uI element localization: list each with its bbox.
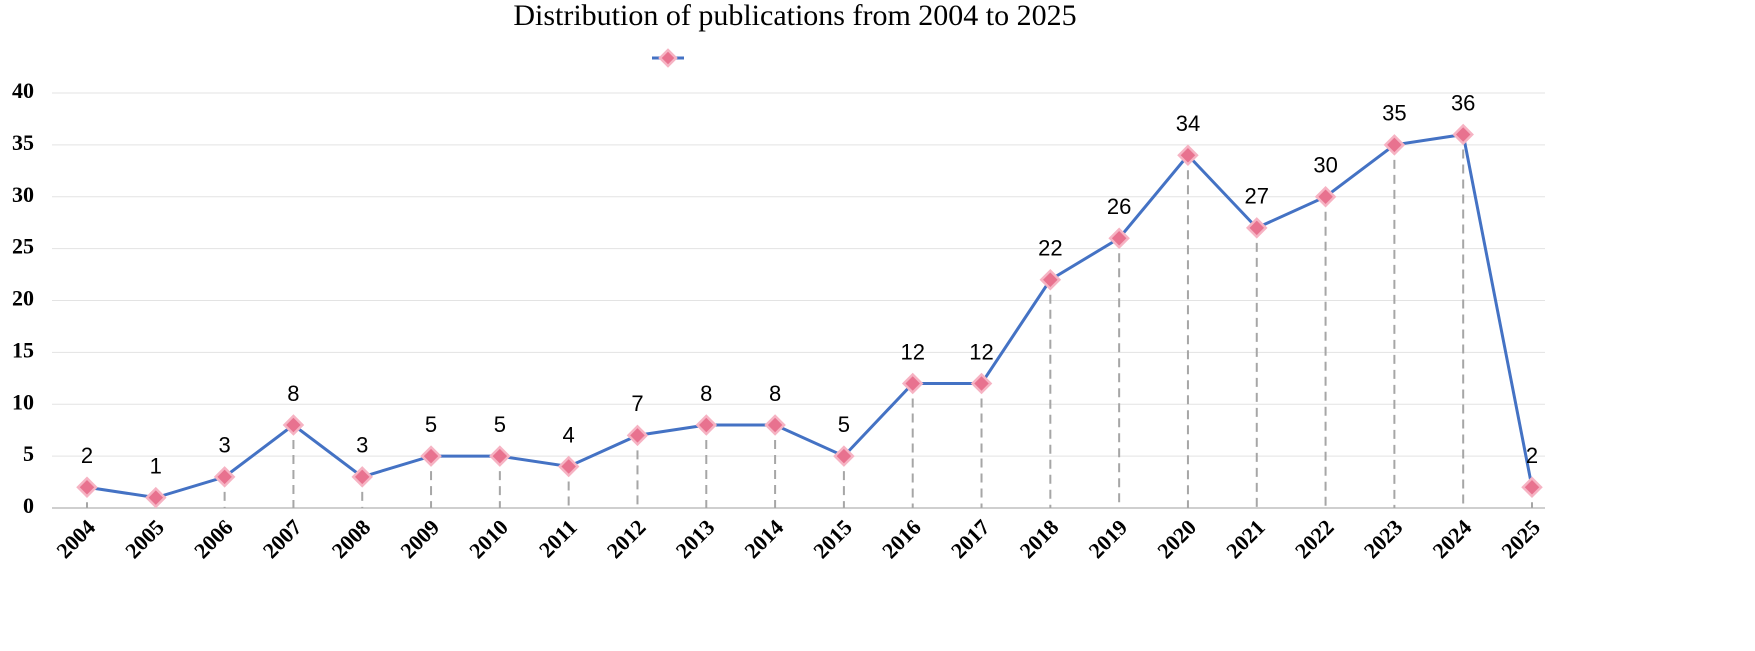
x-tick-label: 2007 [258, 514, 307, 563]
data-label: 12 [969, 339, 993, 364]
chart-title: Distribution of publications from 2004 t… [513, 0, 1076, 32]
x-tick-label: 2019 [1083, 514, 1132, 563]
data-label: 22 [1038, 236, 1062, 261]
marker [1039, 268, 1062, 291]
data-label: 8 [769, 381, 781, 406]
marker [970, 372, 993, 395]
marker [489, 445, 511, 467]
marker [420, 445, 442, 467]
x-tick-label: 2011 [534, 514, 582, 562]
x-tick-label: 2006 [189, 514, 238, 563]
y-tick-label: 40 [12, 78, 34, 103]
marker [282, 414, 305, 436]
data-label: 5 [425, 412, 437, 437]
marker [1314, 185, 1337, 208]
y-tick-label: 35 [12, 130, 34, 155]
marker [145, 486, 167, 509]
data-label: 4 [563, 422, 575, 447]
marker [901, 372, 924, 395]
data-label: 36 [1451, 90, 1475, 115]
y-tick-label: 25 [12, 234, 34, 259]
x-tick-label: 2010 [464, 514, 513, 563]
data-label: 5 [838, 412, 850, 437]
marker [213, 466, 236, 488]
data-label: 30 [1313, 153, 1337, 178]
data-label: 1 [150, 453, 162, 478]
x-tick-label: 2016 [877, 514, 926, 563]
y-tick-label: 0 [23, 493, 34, 518]
y-tick-label: 30 [12, 182, 34, 207]
marker [1177, 144, 1199, 167]
x-tick-label: 2018 [1015, 514, 1064, 563]
marker [1108, 227, 1130, 250]
data-label: 12 [900, 339, 924, 364]
x-tick-label: 2014 [739, 514, 788, 563]
data-label: 3 [356, 433, 368, 458]
x-tick-label: 2024 [1428, 514, 1477, 563]
x-tick-label: 2023 [1359, 514, 1408, 563]
x-tick-label: 2004 [51, 514, 100, 563]
x-tick-label: 2012 [602, 514, 651, 563]
marker [1452, 123, 1474, 146]
data-label: 26 [1107, 194, 1131, 219]
marker [1521, 476, 1543, 499]
data-label: 3 [218, 433, 230, 458]
legend-marker [658, 48, 678, 68]
marker [76, 476, 98, 499]
data-label: 7 [631, 391, 643, 416]
x-tick-label: 2022 [1290, 514, 1339, 563]
data-label: 35 [1382, 101, 1406, 126]
marker [1245, 217, 1268, 239]
y-tick-label: 15 [12, 337, 34, 362]
x-tick-label: 2017 [946, 514, 995, 563]
x-tick-label: 2015 [808, 514, 857, 563]
x-tick-label: 2008 [327, 514, 376, 563]
line [86, 132, 1534, 500]
data-label: 2 [81, 443, 93, 468]
marker [764, 414, 786, 436]
y-tick-label: 5 [23, 441, 34, 466]
data-label: 5 [494, 412, 506, 437]
x-tick-label: 2021 [1221, 514, 1270, 563]
marker [833, 445, 855, 467]
data-label: 8 [700, 381, 712, 406]
y-tick-label: 20 [12, 286, 34, 311]
data-label: 8 [287, 381, 299, 406]
marker [1383, 134, 1406, 156]
x-tick-label: 2005 [120, 514, 169, 563]
x-tick-label: 2020 [1152, 514, 1201, 563]
x-tick-label: 2013 [671, 514, 720, 563]
marker [351, 466, 374, 488]
marker [626, 424, 649, 447]
marker [557, 455, 580, 478]
marker [695, 414, 718, 436]
x-tick-label: 2025 [1496, 514, 1545, 563]
data-label: 27 [1245, 184, 1269, 209]
data-label: 34 [1176, 111, 1200, 136]
data-label: 2 [1526, 443, 1538, 468]
x-tick-label: 2009 [395, 514, 444, 563]
y-tick-label: 10 [12, 389, 34, 414]
